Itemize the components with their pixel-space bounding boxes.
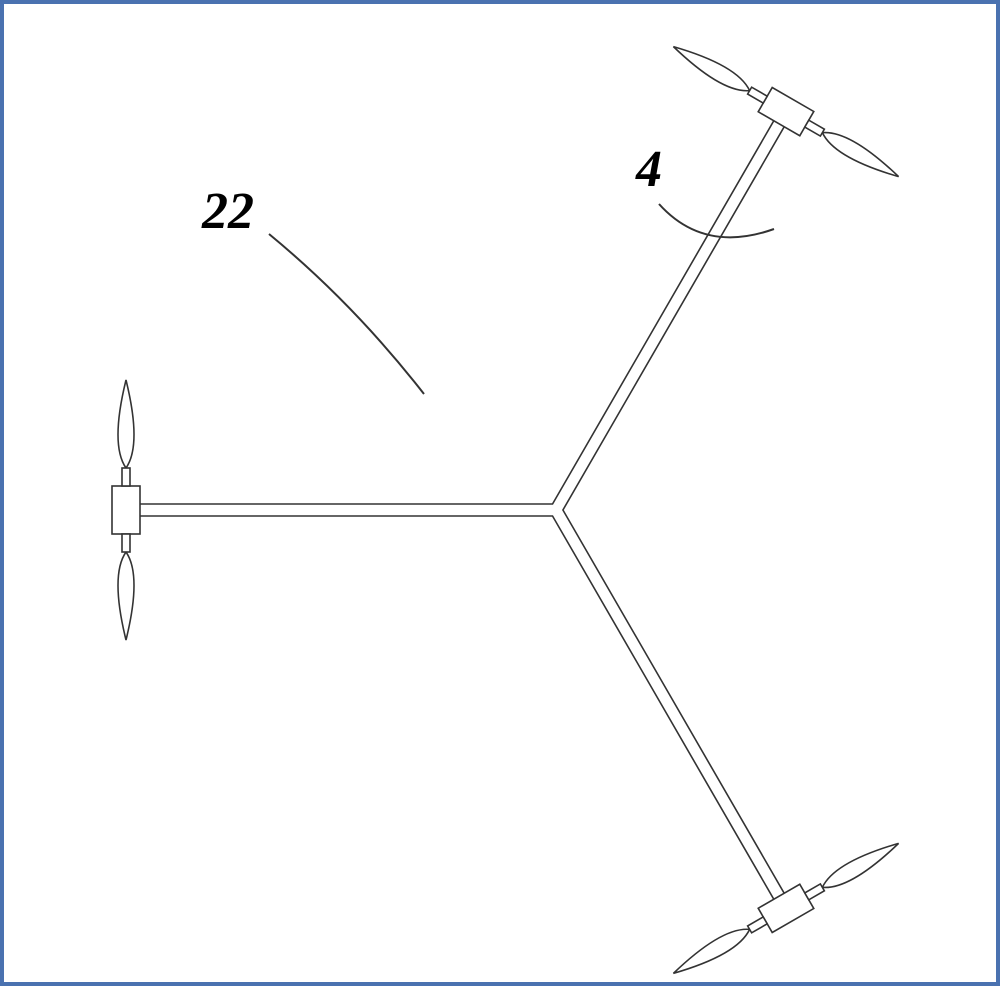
rotor-blade	[118, 552, 134, 640]
motor-hub	[758, 88, 814, 136]
diagram-svg	[4, 4, 1000, 990]
rotor-blade	[818, 836, 902, 894]
motor-stub	[122, 468, 130, 486]
callout-label-4: 4	[636, 140, 662, 199]
motor-hub	[112, 486, 140, 534]
motor-stub	[805, 120, 825, 136]
figure-frame: 22 4	[0, 0, 1000, 986]
rotor-blade	[669, 40, 753, 98]
rotor-blade	[118, 380, 134, 468]
motor-stub	[748, 87, 768, 103]
motor-stub	[748, 917, 768, 933]
callout-label-22: 22	[202, 182, 254, 241]
motor-stub	[122, 534, 130, 552]
callout-leader	[269, 234, 424, 394]
rotor-assembly	[112, 380, 140, 640]
motor-hub	[758, 884, 814, 932]
rotor-assembly	[666, 35, 905, 189]
rotor-blade	[818, 126, 902, 184]
rotor-assembly	[666, 831, 905, 985]
motor-stub	[805, 884, 825, 900]
rotor-blade	[669, 922, 753, 980]
